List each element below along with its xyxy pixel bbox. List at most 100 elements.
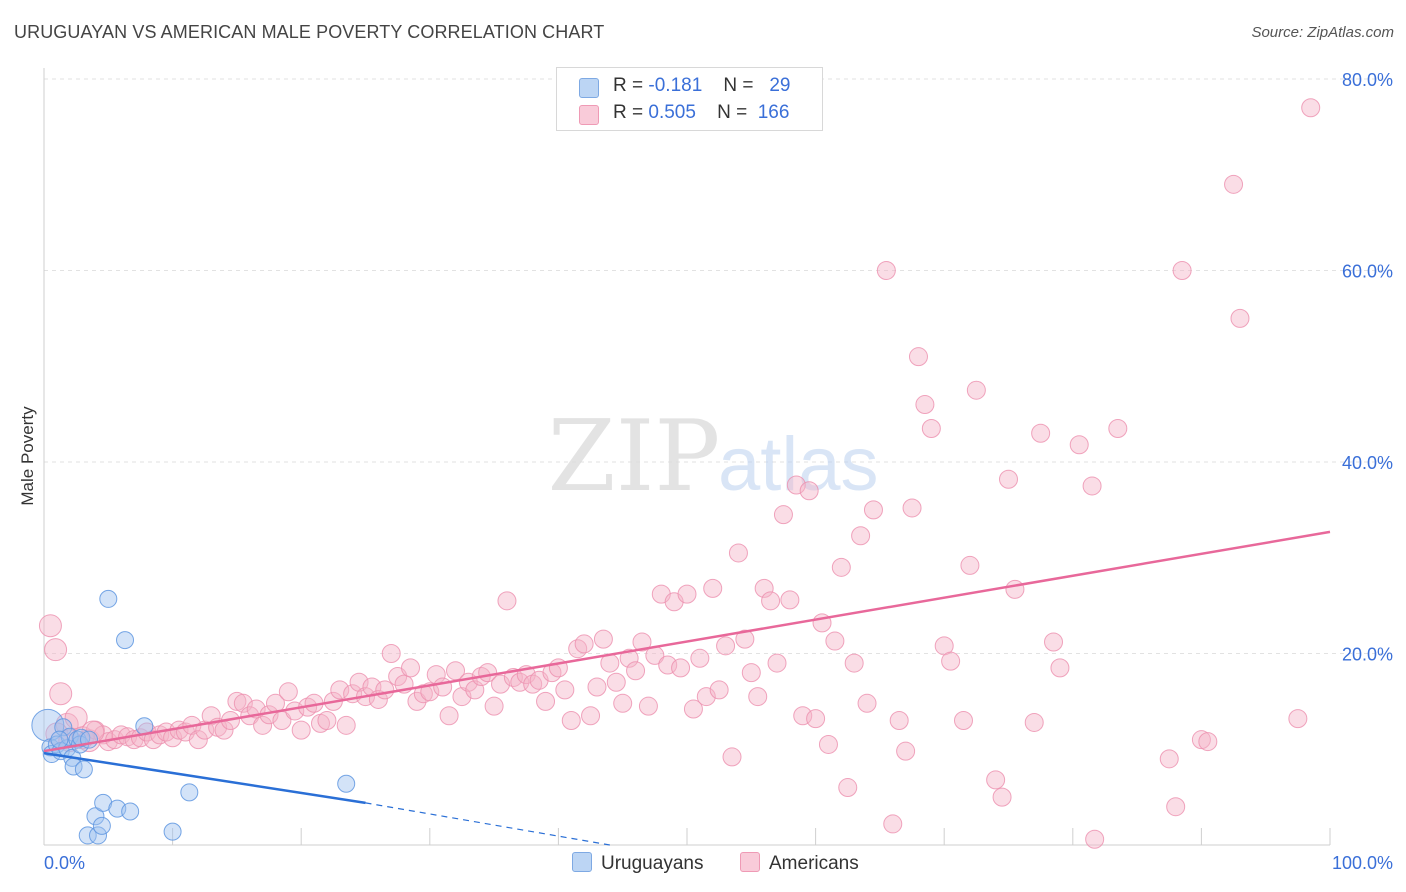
r-value-uruguayans: -0.181 [648, 75, 703, 96]
american-point [581, 706, 601, 726]
american-point [838, 778, 858, 798]
american-point [1050, 658, 1070, 678]
american-point [806, 709, 826, 729]
n-value-americans: 166 [757, 102, 790, 123]
american-point [851, 526, 871, 546]
american-point [49, 682, 73, 706]
uruguayan-point [78, 826, 97, 845]
uruguayan-point [72, 728, 91, 747]
watermark-atlas: atlas [718, 422, 879, 507]
american-point [291, 720, 311, 740]
american-point [1082, 476, 1102, 496]
american-point [613, 693, 633, 713]
american-point [401, 658, 421, 678]
american-point [741, 663, 761, 683]
american-point [587, 677, 607, 697]
american-point [375, 680, 395, 700]
american-point [831, 557, 851, 577]
american-point [999, 469, 1018, 489]
american-point [1301, 98, 1321, 118]
y-tick-label-40: 40.0% [1342, 453, 1393, 473]
axes [43, 68, 1331, 846]
chart-title: URUGUAYAN VS AMERICAN MALE POVERTY CORRE… [14, 22, 605, 42]
american-point [921, 418, 941, 438]
american-point [484, 696, 504, 716]
american-point [555, 680, 575, 700]
american-point [780, 590, 800, 610]
n-value-uruguayans: 29 [769, 75, 791, 96]
american-point [690, 648, 710, 668]
american-point [1044, 632, 1064, 652]
american-point [1159, 749, 1179, 769]
american-point [253, 715, 273, 735]
americans-points [38, 98, 1321, 849]
x-tick-label-100: 100.0% [1332, 853, 1393, 873]
american-point [44, 638, 68, 662]
american-point [799, 481, 819, 501]
american-point [1288, 709, 1308, 729]
uruguayan-point [99, 589, 118, 608]
american-point [722, 747, 742, 767]
uruguayan-point [89, 826, 108, 845]
american-point [1031, 423, 1051, 443]
american-point [1069, 435, 1089, 455]
american-point [863, 500, 883, 520]
legend-item-americans: Americans [740, 852, 859, 876]
american-point [773, 505, 793, 525]
american-point [908, 347, 928, 367]
correlation-legend: R = -0.181 N = 29 R = 0.505 N = 166 [556, 67, 823, 131]
y-tick-label-20: 20.0% [1342, 645, 1393, 665]
american-point [876, 261, 896, 280]
uruguayan-point [31, 708, 65, 742]
american-point [626, 661, 646, 681]
american-point [844, 653, 864, 673]
legend-label-uruguayans: Uruguayans [601, 853, 704, 874]
uruguayan-point [337, 774, 356, 793]
american-point [1166, 797, 1186, 817]
american-point [38, 614, 62, 638]
uruguayan-point [86, 807, 105, 826]
legend-item-uruguayans: Uruguayans [572, 852, 703, 876]
american-point [716, 636, 736, 656]
uruguayan-point [121, 802, 140, 821]
american-point [857, 693, 877, 713]
american-point [889, 711, 909, 731]
tick-labels: 20.0% 40.0% 60.0% 80.0% 0.0% 100.0% [44, 70, 1393, 873]
american-point [902, 498, 922, 518]
r-value-americans: 0.505 [648, 102, 696, 123]
uruguayan-point [92, 816, 111, 835]
american-point [786, 475, 806, 495]
american-point [233, 693, 253, 713]
american-point [761, 591, 781, 611]
american-point [336, 715, 356, 735]
y-tick-label-60: 60.0% [1342, 262, 1393, 282]
uruguayan-point [116, 631, 135, 650]
american-point [330, 680, 350, 700]
american-point [407, 691, 427, 711]
american-point [227, 691, 247, 711]
legend-swatch-americans [579, 105, 599, 125]
americans-trend-line [43, 530, 1331, 753]
american-point [683, 699, 703, 719]
american-point [561, 711, 581, 731]
american-point [953, 711, 973, 731]
uruguayans-trend-line [43, 751, 366, 805]
american-point [413, 684, 433, 704]
american-point [1172, 261, 1192, 280]
american-point [941, 651, 961, 671]
american-point [439, 706, 459, 726]
american-point [1005, 579, 1025, 599]
watermark-zip: ZIP [548, 400, 721, 514]
american-point [1024, 712, 1044, 732]
american-point [1198, 732, 1218, 752]
american-point [915, 395, 935, 415]
american-point [709, 680, 729, 700]
american-point [593, 629, 613, 649]
american-point [1230, 308, 1250, 328]
uruguayan-point [50, 730, 69, 749]
american-point [574, 634, 594, 654]
american-point [201, 706, 221, 726]
american-point [349, 672, 369, 692]
american-point [728, 543, 748, 563]
